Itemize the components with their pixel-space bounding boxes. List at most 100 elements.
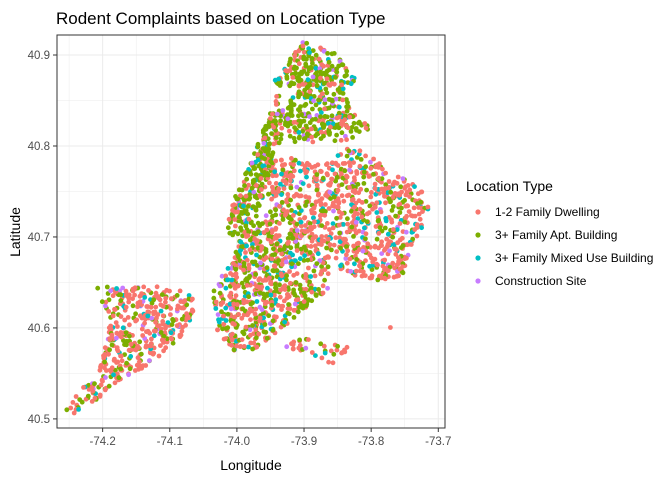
data-point: [319, 242, 324, 248]
data-point: [340, 86, 346, 92]
data-point: [263, 255, 269, 261]
data-point: [233, 266, 239, 272]
data-point: [111, 372, 116, 378]
data-point: [235, 283, 241, 288]
data-point: [148, 343, 154, 349]
data-point: [252, 259, 258, 265]
data-point: [248, 301, 254, 307]
data-point: [325, 285, 330, 291]
data-point: [124, 360, 129, 366]
data-point: [300, 82, 306, 87]
data-point: [323, 86, 329, 92]
data-point: [106, 325, 112, 331]
data-point: [324, 245, 329, 251]
data-point: [314, 113, 320, 118]
data-point: [327, 97, 333, 102]
data-point: [250, 323, 256, 328]
data-point: [109, 365, 115, 371]
data-point: [355, 181, 361, 187]
data-point: [309, 134, 315, 140]
data-point: [278, 118, 283, 124]
y-axis-label: Latitude: [7, 207, 23, 257]
data-point: [130, 303, 136, 309]
data-point: [366, 210, 372, 216]
data-point: [346, 160, 352, 166]
data-point: [369, 267, 375, 272]
data-point: [253, 335, 259, 341]
data-point: [244, 283, 250, 288]
data-point: [362, 225, 367, 231]
data-point: [168, 296, 174, 302]
data-point: [186, 296, 192, 302]
data-point: [403, 215, 408, 221]
data-point: [264, 299, 269, 305]
data-point: [314, 131, 320, 137]
data-point: [126, 333, 132, 339]
data-point: [240, 306, 246, 312]
data-point: [284, 295, 290, 301]
data-point: [228, 306, 234, 312]
data-point: [374, 200, 380, 206]
data-point: [327, 189, 333, 195]
data-point: [267, 275, 272, 281]
data-point: [246, 294, 252, 300]
data-point: [114, 286, 119, 291]
data-point: [300, 181, 306, 187]
data-point: [285, 105, 291, 111]
data-point: [326, 206, 332, 211]
data-point: [356, 120, 361, 126]
data-point: [253, 172, 259, 178]
data-point: [163, 345, 169, 351]
data-point: [257, 290, 263, 296]
data-point: [352, 261, 357, 267]
data-point: [280, 178, 286, 184]
data-point: [303, 203, 308, 208]
data-point: [230, 321, 236, 326]
data-point: [241, 312, 247, 318]
data-point: [331, 242, 337, 248]
data-point: [228, 266, 234, 271]
data-point: [306, 183, 312, 189]
data-point: [363, 153, 368, 159]
data-point: [250, 178, 256, 184]
data-point: [274, 235, 279, 241]
data-point: [374, 261, 380, 267]
data-point: [248, 171, 254, 177]
x-tick-label: -74.2: [90, 436, 116, 448]
data-point: [330, 221, 336, 227]
data-point: [297, 256, 303, 262]
data-point: [268, 239, 274, 245]
data-point: [390, 195, 396, 200]
data-point: [223, 285, 229, 291]
data-point: [337, 230, 343, 236]
data-point: [335, 87, 341, 92]
data-point: [293, 258, 298, 264]
data-point: [345, 248, 351, 254]
data-point: [266, 120, 272, 125]
data-point: [333, 178, 338, 184]
data-point: [378, 209, 384, 215]
data-point: [289, 208, 294, 213]
data-point: [227, 230, 233, 236]
data-point: [225, 225, 231, 231]
data-point: [255, 220, 261, 226]
data-point: [337, 235, 342, 241]
data-point: [125, 315, 131, 320]
data-point: [274, 94, 279, 99]
data-point: [265, 148, 271, 154]
data-point: [279, 258, 285, 263]
data-point: [223, 273, 229, 279]
data-point: [280, 217, 286, 222]
data-point: [293, 280, 299, 285]
data-point: [404, 203, 410, 209]
data-point: [310, 106, 315, 112]
data-point: [279, 171, 284, 177]
data-point: [291, 213, 296, 218]
data-point: [261, 329, 267, 335]
data-point: [314, 182, 320, 188]
data-point: [416, 205, 422, 210]
data-point: [325, 271, 331, 277]
data-point: [332, 138, 338, 144]
data-point: [85, 393, 91, 399]
data-point: [319, 237, 325, 243]
